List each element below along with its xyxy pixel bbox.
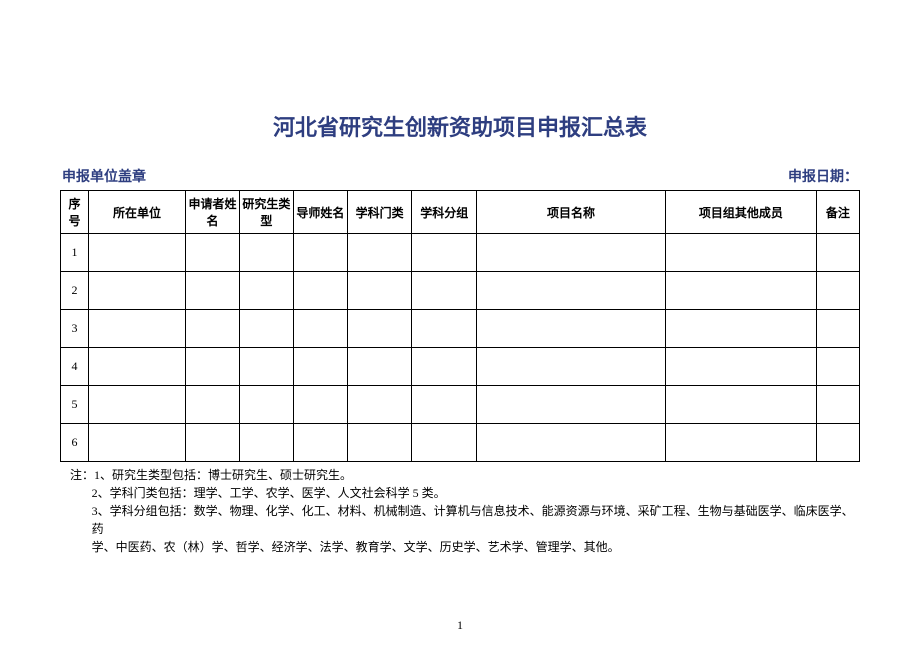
- cell: [186, 348, 240, 386]
- cell: [477, 424, 666, 462]
- cell: [665, 424, 816, 462]
- cell: [293, 310, 347, 348]
- note-2: 2、学科门类包括：理学、工学、农学、医学、人文社会科学 5 类。: [70, 484, 860, 502]
- cell: [665, 310, 816, 348]
- cell: [347, 310, 412, 348]
- footnotes: 注：1、研究生类型包括：博士研究生、硕士研究生。 2、学科门类包括：理学、工学、…: [60, 466, 860, 556]
- cell: [89, 272, 186, 310]
- col-applicant: 申请者姓名: [186, 191, 240, 234]
- note-1: 注：1、研究生类型包括：博士研究生、硕士研究生。: [70, 466, 860, 484]
- col-group: 学科分组: [412, 191, 477, 234]
- cell: [816, 272, 859, 310]
- cell: [816, 234, 859, 272]
- cell: [477, 234, 666, 272]
- col-unit: 所在单位: [89, 191, 186, 234]
- cell: [186, 234, 240, 272]
- cell: [477, 348, 666, 386]
- cell: [239, 234, 293, 272]
- document-title: 河北省研究生创新资助项目申报汇总表: [60, 110, 860, 142]
- col-note: 备注: [816, 191, 859, 234]
- row-seq: 2: [61, 272, 89, 310]
- table-row: 3: [61, 310, 860, 348]
- cell: [347, 348, 412, 386]
- cell: [816, 310, 859, 348]
- stamp-label: 申报单位盖章: [62, 166, 146, 186]
- cell: [239, 424, 293, 462]
- cell: [412, 424, 477, 462]
- row-seq: 1: [61, 234, 89, 272]
- cell: [89, 310, 186, 348]
- cell: [293, 272, 347, 310]
- cell: [186, 386, 240, 424]
- cell: [89, 424, 186, 462]
- cell: [186, 272, 240, 310]
- cell: [293, 424, 347, 462]
- cell: [347, 272, 412, 310]
- cell: [665, 348, 816, 386]
- row-seq: 6: [61, 424, 89, 462]
- col-members: 项目组其他成员: [665, 191, 816, 234]
- cell: [89, 234, 186, 272]
- col-project: 项目名称: [477, 191, 666, 234]
- table-row: 5: [61, 386, 860, 424]
- cell: [412, 310, 477, 348]
- cell: [477, 272, 666, 310]
- cell: [665, 272, 816, 310]
- cell: [89, 348, 186, 386]
- cell: [412, 234, 477, 272]
- cell: [347, 234, 412, 272]
- cell: [477, 310, 666, 348]
- cell: [239, 386, 293, 424]
- col-category: 学科门类: [347, 191, 412, 234]
- cell: [89, 386, 186, 424]
- cell: [816, 424, 859, 462]
- cell: [412, 386, 477, 424]
- cell: [347, 386, 412, 424]
- note-3a: 3、学科分组包括：数学、物理、化学、化工、材料、机械制造、计算机与信息技术、能源…: [70, 502, 860, 538]
- table-header-row: 序号 所在单位 申请者姓名 研究生类型 导师姓名 学科门类 学科分组 项目名称 …: [61, 191, 860, 234]
- cell: [816, 348, 859, 386]
- table-row: 2: [61, 272, 860, 310]
- cell: [477, 386, 666, 424]
- cell: [186, 424, 240, 462]
- cell: [239, 272, 293, 310]
- cell: [347, 424, 412, 462]
- cell: [293, 348, 347, 386]
- date-label: 申报日期：: [788, 166, 858, 186]
- cell: [186, 310, 240, 348]
- col-gradtype: 研究生类型: [239, 191, 293, 234]
- cell: [239, 348, 293, 386]
- table-row: 6: [61, 424, 860, 462]
- page-number: 1: [457, 618, 463, 633]
- row-seq: 5: [61, 386, 89, 424]
- cell: [293, 234, 347, 272]
- cell: [412, 272, 477, 310]
- cell: [665, 234, 816, 272]
- col-advisor: 导师姓名: [293, 191, 347, 234]
- row-seq: 3: [61, 310, 89, 348]
- cell: [816, 386, 859, 424]
- cell: [665, 386, 816, 424]
- table-row: 4: [61, 348, 860, 386]
- row-seq: 4: [61, 348, 89, 386]
- header-row: 申报单位盖章 申报日期：: [60, 166, 860, 186]
- col-seq: 序号: [61, 191, 89, 234]
- summary-table: 序号 所在单位 申请者姓名 研究生类型 导师姓名 学科门类 学科分组 项目名称 …: [60, 190, 860, 462]
- table-row: 1: [61, 234, 860, 272]
- note-3b: 学、中医药、农（林）学、哲学、经济学、法学、教育学、文学、历史学、艺术学、管理学…: [70, 538, 860, 556]
- cell: [239, 310, 293, 348]
- cell: [293, 386, 347, 424]
- cell: [412, 348, 477, 386]
